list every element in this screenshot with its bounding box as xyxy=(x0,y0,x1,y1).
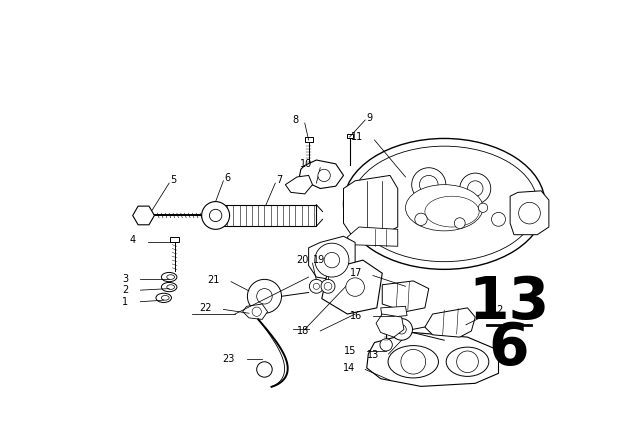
Circle shape xyxy=(209,209,222,222)
Ellipse shape xyxy=(425,196,479,227)
Polygon shape xyxy=(425,308,476,337)
Polygon shape xyxy=(223,205,316,226)
Text: 21: 21 xyxy=(207,275,220,285)
Circle shape xyxy=(492,212,506,226)
Text: 7: 7 xyxy=(276,175,282,185)
Circle shape xyxy=(412,168,446,202)
Circle shape xyxy=(309,280,323,293)
Text: 10: 10 xyxy=(300,159,312,169)
Circle shape xyxy=(202,202,230,229)
Polygon shape xyxy=(170,237,179,241)
Text: 16: 16 xyxy=(350,310,362,321)
Circle shape xyxy=(478,203,488,212)
Polygon shape xyxy=(285,176,312,194)
Circle shape xyxy=(324,252,340,268)
Text: 20: 20 xyxy=(296,255,308,265)
Polygon shape xyxy=(381,306,407,318)
Circle shape xyxy=(346,278,364,296)
Polygon shape xyxy=(348,227,397,246)
Circle shape xyxy=(252,307,261,316)
Text: 15: 15 xyxy=(344,346,356,356)
Polygon shape xyxy=(382,281,429,312)
Text: 2: 2 xyxy=(122,285,128,295)
Text: 14: 14 xyxy=(343,363,355,373)
Text: 4: 4 xyxy=(130,235,136,245)
Text: 6: 6 xyxy=(224,173,230,183)
Polygon shape xyxy=(347,134,353,138)
Ellipse shape xyxy=(388,345,438,378)
Circle shape xyxy=(315,243,349,277)
Circle shape xyxy=(415,213,428,225)
Polygon shape xyxy=(305,137,312,142)
Text: 17: 17 xyxy=(349,268,362,278)
Polygon shape xyxy=(322,260,382,314)
Text: 12: 12 xyxy=(492,305,505,315)
Text: 5: 5 xyxy=(170,175,176,185)
Ellipse shape xyxy=(351,146,537,262)
Text: 9: 9 xyxy=(367,112,373,123)
Circle shape xyxy=(460,173,491,204)
Ellipse shape xyxy=(167,285,175,289)
Polygon shape xyxy=(344,176,397,235)
Text: 13: 13 xyxy=(468,274,550,331)
Polygon shape xyxy=(300,160,344,189)
Polygon shape xyxy=(243,304,268,319)
Text: 3: 3 xyxy=(122,274,128,284)
Ellipse shape xyxy=(156,293,172,302)
Circle shape xyxy=(397,325,406,334)
Circle shape xyxy=(391,319,412,340)
Circle shape xyxy=(419,176,438,194)
Text: 8: 8 xyxy=(292,115,298,125)
Circle shape xyxy=(321,280,335,293)
Ellipse shape xyxy=(446,347,489,376)
Polygon shape xyxy=(376,314,404,337)
Polygon shape xyxy=(367,332,499,386)
Ellipse shape xyxy=(161,282,177,292)
Text: 22: 22 xyxy=(199,303,212,313)
Text: 6: 6 xyxy=(489,320,529,377)
Polygon shape xyxy=(308,236,355,281)
Text: 13: 13 xyxy=(367,350,379,360)
Circle shape xyxy=(318,169,330,181)
Polygon shape xyxy=(132,206,154,225)
Circle shape xyxy=(454,218,465,228)
Polygon shape xyxy=(510,191,549,235)
Text: 23: 23 xyxy=(223,353,235,364)
Circle shape xyxy=(401,349,426,374)
Ellipse shape xyxy=(406,185,483,231)
Circle shape xyxy=(380,339,392,351)
Ellipse shape xyxy=(161,272,177,282)
Circle shape xyxy=(467,181,483,196)
Ellipse shape xyxy=(167,275,175,280)
Text: 1: 1 xyxy=(122,297,128,307)
Circle shape xyxy=(257,362,272,377)
Text: 18: 18 xyxy=(297,326,309,336)
Circle shape xyxy=(324,282,332,290)
Ellipse shape xyxy=(161,296,169,300)
Circle shape xyxy=(313,283,319,289)
Circle shape xyxy=(457,351,478,373)
Circle shape xyxy=(518,202,540,224)
Text: 19: 19 xyxy=(313,255,325,265)
Text: 11: 11 xyxy=(351,132,363,142)
Ellipse shape xyxy=(344,138,545,269)
Circle shape xyxy=(257,289,272,304)
Circle shape xyxy=(248,280,282,313)
